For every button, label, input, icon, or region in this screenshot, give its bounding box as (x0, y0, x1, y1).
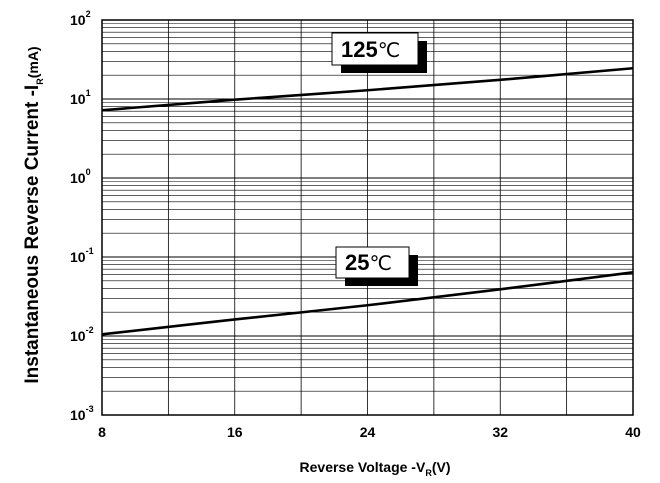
grid (102, 20, 633, 416)
y-tick-label: 10-1 (70, 246, 94, 265)
series-label-0: 125℃ (331, 32, 427, 73)
series-line-1 (101, 271, 634, 336)
label-box (331, 32, 419, 66)
series-label-1: 25℃ (335, 246, 418, 286)
x-tick-label: 32 (492, 424, 508, 440)
x-axis-label: Reverse Voltage -VR(V) (300, 459, 451, 478)
x-tick-label: 40 (625, 424, 641, 440)
series-labels: 125℃ 25℃ (331, 32, 427, 286)
series-curves (101, 66, 634, 336)
x-tick-label: 16 (227, 424, 243, 440)
y-axis-label: Instantaneous Reverse Current -IR(mA) (22, 46, 45, 383)
x-tick-labels: 8 16 24 32 40 (98, 424, 641, 440)
plot-frame (101, 19, 634, 416)
y-tick-label: 101 (70, 88, 91, 107)
y-tick-label: 10-3 (70, 404, 94, 423)
label-box (335, 246, 410, 279)
y-tick-label: 102 (70, 9, 91, 28)
y-tick-label: 10-2 (70, 325, 94, 344)
series-line-0 (101, 66, 634, 112)
y-tick-labels: 102 101 100 10-1 10-2 10-3 (70, 9, 94, 423)
series-label-text: 125℃ (341, 37, 400, 62)
x-tick-label: 8 (98, 424, 106, 440)
y-tick-label: 100 (70, 167, 91, 186)
x-tick-label: 24 (360, 424, 376, 440)
series-label-text: 25℃ (345, 250, 392, 275)
